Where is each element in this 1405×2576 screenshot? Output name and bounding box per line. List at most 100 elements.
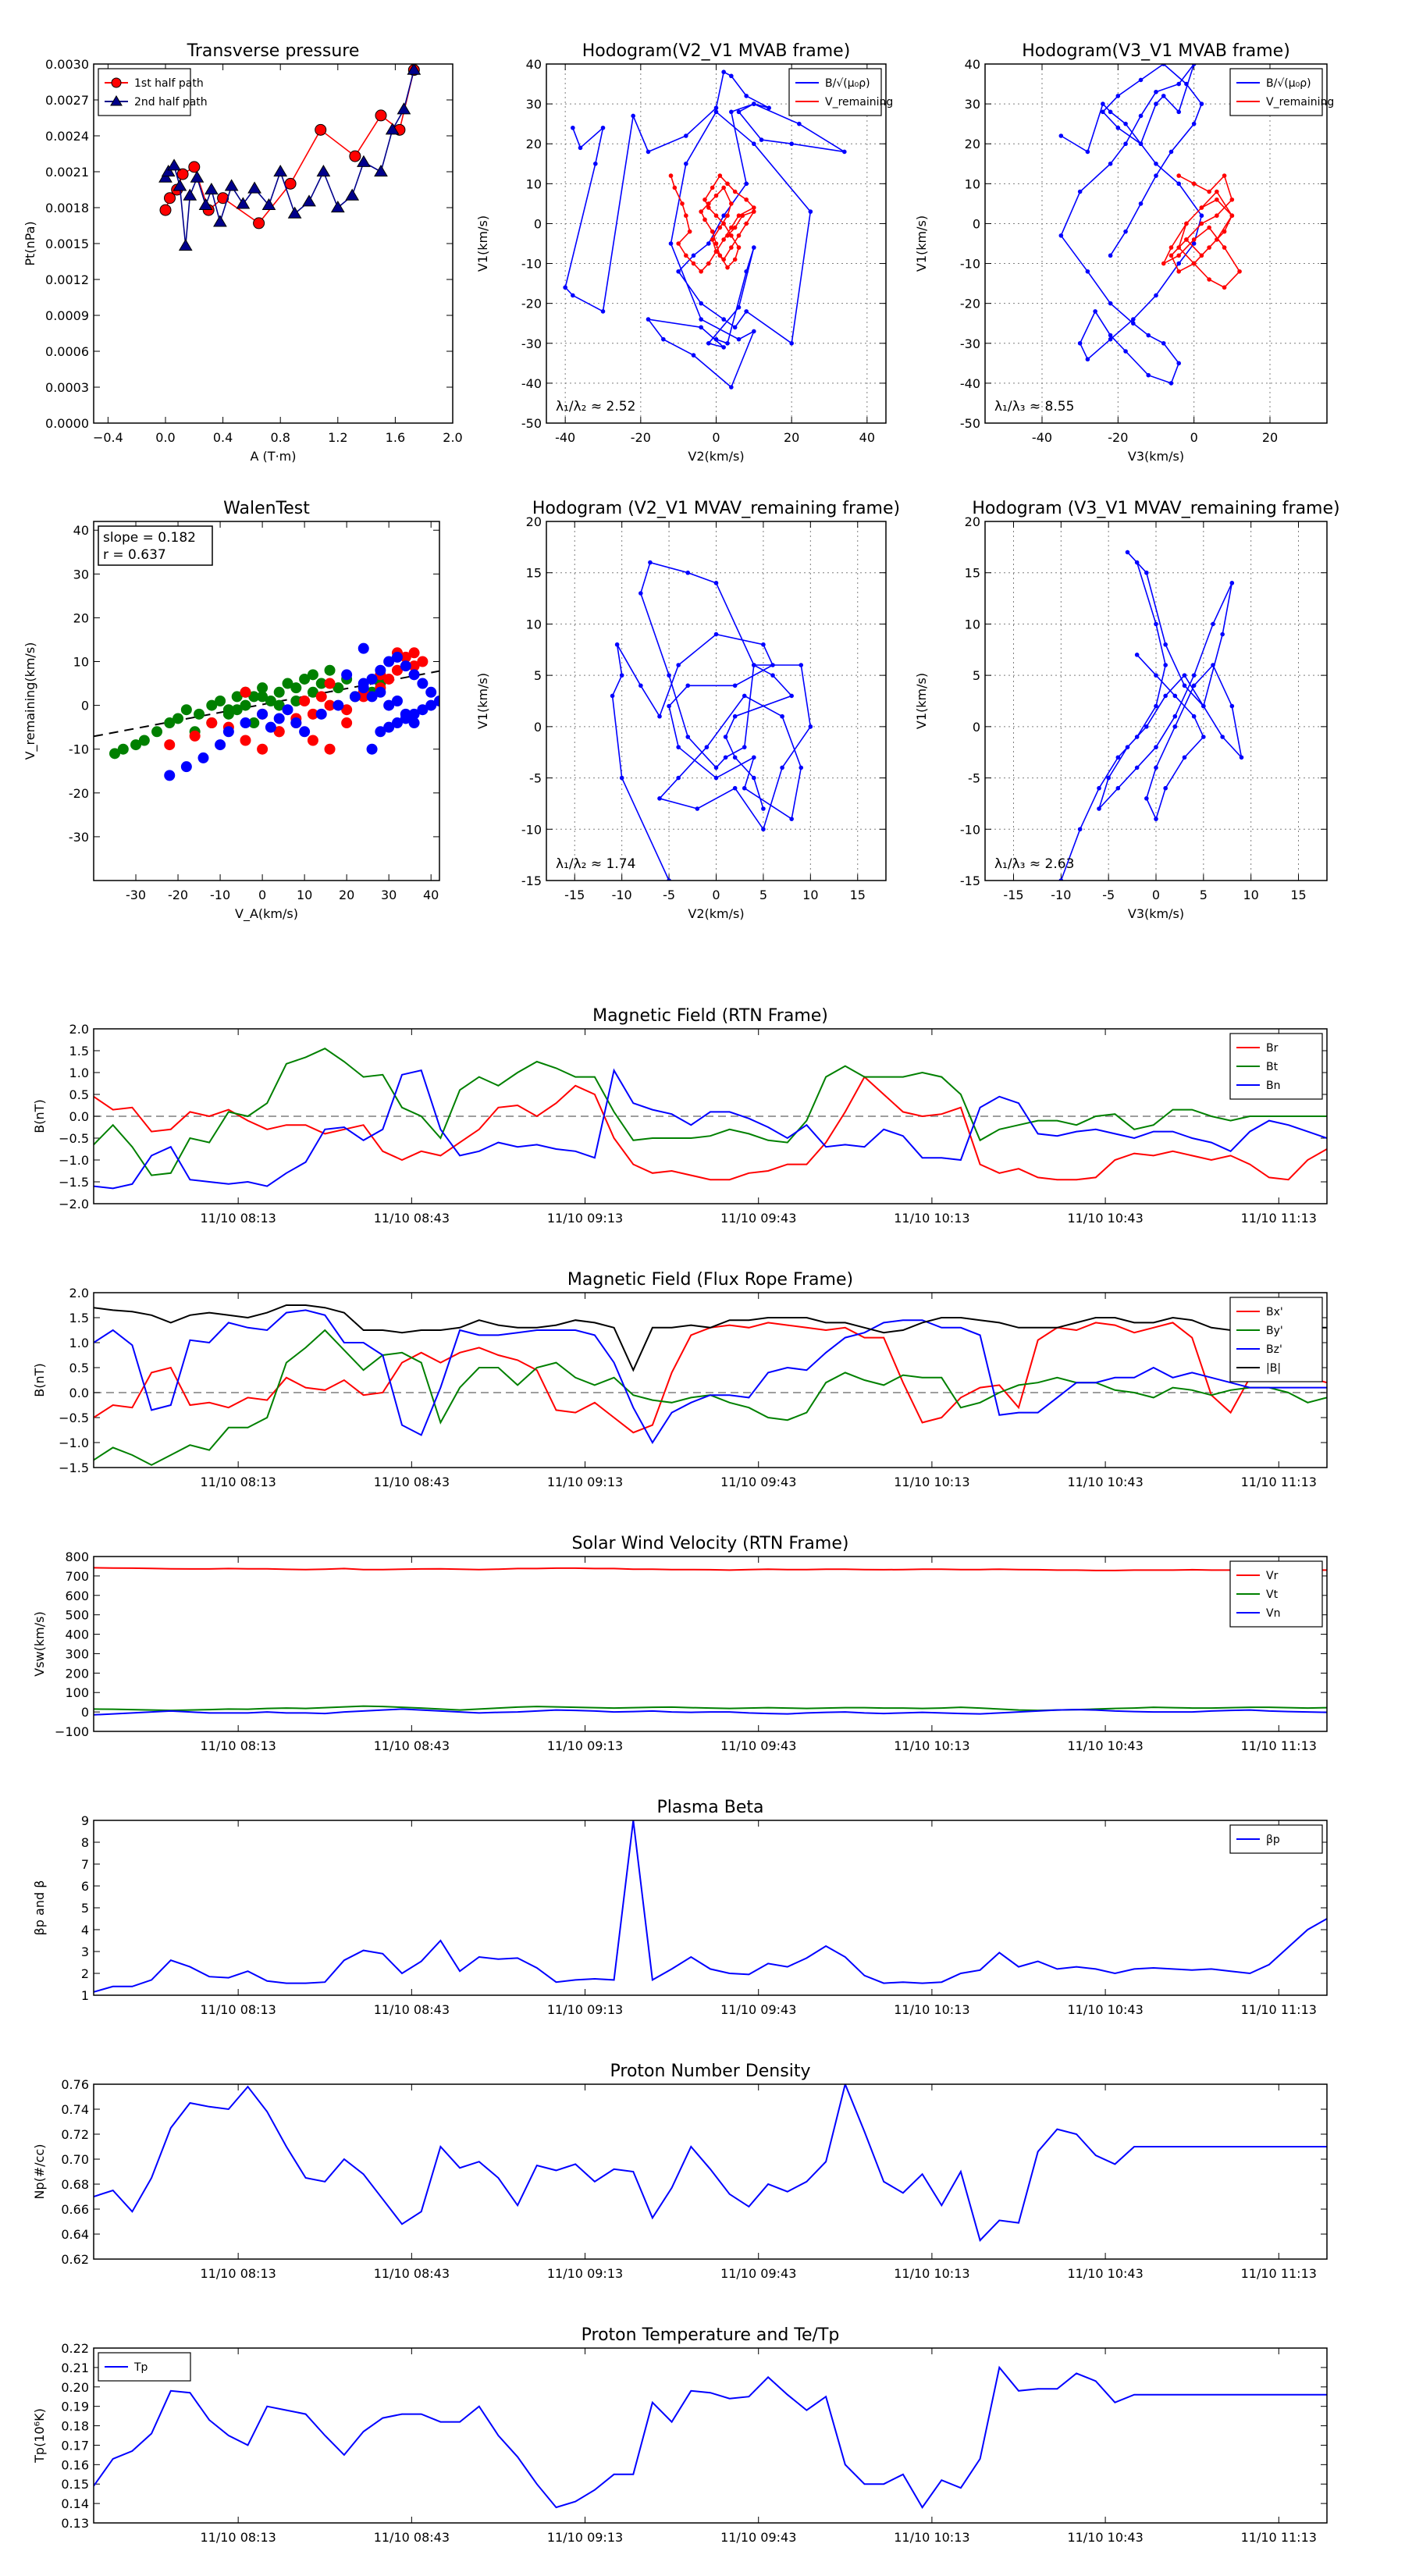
data-point <box>667 703 671 709</box>
data-point <box>685 735 691 739</box>
data-point <box>366 743 378 755</box>
legend: B/√(μ₀ρ) V_remaining <box>788 68 893 116</box>
y-tick-label: 0.22 <box>61 2341 89 2356</box>
chart-tp: 0.00000.00030.00060.00090.00120.00150.00… <box>23 41 463 464</box>
data-point <box>173 713 184 724</box>
data-point <box>273 165 288 177</box>
data-point <box>1237 269 1242 274</box>
x-tick-label: 15 <box>850 888 866 902</box>
y-tick-label: 0 <box>973 720 980 735</box>
y-tick-label: 0.19 <box>61 2400 89 2414</box>
y-tick-label: -40 <box>960 376 980 391</box>
legend-frame <box>1229 68 1323 116</box>
data-point <box>324 678 336 689</box>
y-tick-label: -40 <box>521 376 542 391</box>
chart-walen: -30 -20 -10 0 10 20 30 40 -30 -20 -10 0 10 20 30 40 Wale… <box>23 499 440 922</box>
y-tick-label: 0.0003 <box>45 380 89 395</box>
y-tick-label: 0.0 <box>69 1386 89 1400</box>
data-point <box>1154 673 1158 678</box>
data-point <box>657 796 662 801</box>
data-point <box>1163 785 1168 791</box>
series-0 <box>610 560 813 881</box>
data-point <box>1176 269 1181 274</box>
data-point <box>231 691 243 703</box>
data-point <box>1093 309 1097 314</box>
y-tick-label: 0.0015 <box>45 237 89 251</box>
data-point <box>676 745 681 749</box>
y-tick-label: 20 <box>965 137 980 151</box>
x-tick-label: 11/10 10:13 <box>894 1738 969 1753</box>
plot-frame <box>93 521 440 881</box>
data-point <box>158 170 173 183</box>
x-tick-label: -40 <box>1032 430 1052 445</box>
data-point <box>366 673 378 685</box>
chart-title: Proton Number Density <box>610 2062 811 2081</box>
data-point <box>307 669 318 681</box>
x-tick-label: 10 <box>802 888 818 902</box>
data-point <box>180 704 192 716</box>
x-tick-label: 5 <box>1200 888 1208 902</box>
data-point <box>1199 221 1204 226</box>
data-point <box>1191 237 1197 242</box>
y-tick-label: 20 <box>965 514 980 529</box>
data-point <box>164 739 176 751</box>
data-point <box>1131 317 1136 322</box>
data-point <box>1138 77 1144 83</box>
data-point <box>224 179 239 191</box>
data-point <box>400 660 411 672</box>
data-point <box>1172 693 1178 699</box>
data-point <box>1101 109 1105 115</box>
x-tick-label: 11/10 09:43 <box>720 1475 796 1489</box>
data-point <box>725 181 730 187</box>
series-line <box>94 1309 1327 1444</box>
data-point <box>684 133 688 138</box>
y-tick-label: 8 <box>81 1835 89 1850</box>
data-point <box>151 726 163 738</box>
data-point <box>1207 225 1211 230</box>
y-tick-label: 40 <box>526 57 542 72</box>
data-point <box>315 708 327 720</box>
data-point <box>1108 336 1113 342</box>
legend-label: V_remaining <box>1266 96 1334 109</box>
y-tick-label: -5 <box>529 771 542 786</box>
data-point <box>578 145 583 151</box>
data-point <box>691 253 696 258</box>
data-point <box>240 699 251 711</box>
plot-frame <box>546 521 887 881</box>
legend-label: Tp <box>133 2361 148 2374</box>
data-point <box>619 673 624 678</box>
x-tick-label: 11/10 09:43 <box>720 2530 796 2545</box>
data-point <box>324 743 336 755</box>
data-point <box>736 304 742 310</box>
data-point <box>1191 673 1197 678</box>
x-tick-label: 40 <box>859 430 875 445</box>
data-point <box>1058 133 1064 138</box>
y-tick-label: 0.18 <box>61 2419 89 2434</box>
y-tick-label: 0.20 <box>61 2380 89 2395</box>
data-point <box>349 691 361 703</box>
x-tick-label: 11/10 10:43 <box>1067 1738 1143 1753</box>
data-point <box>1077 827 1083 832</box>
x-tick-label: -15 <box>1003 888 1023 902</box>
y-tick-label: 0.14 <box>61 2496 89 2511</box>
data-point <box>1199 213 1204 219</box>
data-point <box>273 686 285 698</box>
y-tick-label: -50 <box>521 416 542 431</box>
data-point <box>702 197 707 202</box>
data-point <box>1154 621 1158 627</box>
series-line <box>1060 64 1203 384</box>
data-point <box>593 161 598 166</box>
x-tick-label: -30 <box>126 888 146 902</box>
chart-title: Transverse pressure <box>187 41 360 61</box>
data-point <box>723 755 728 760</box>
data-point <box>167 158 181 171</box>
legend-label: Vn <box>1266 1607 1280 1620</box>
data-point <box>676 241 681 246</box>
y-tick-label: 0.17 <box>61 2438 89 2453</box>
data-point <box>1199 205 1204 210</box>
data-point <box>324 664 336 676</box>
y-tick-label: 0.0027 <box>45 93 89 108</box>
series-line <box>94 1708 1327 1716</box>
y-tick-label: -30 <box>960 336 980 351</box>
data-point <box>767 105 771 111</box>
